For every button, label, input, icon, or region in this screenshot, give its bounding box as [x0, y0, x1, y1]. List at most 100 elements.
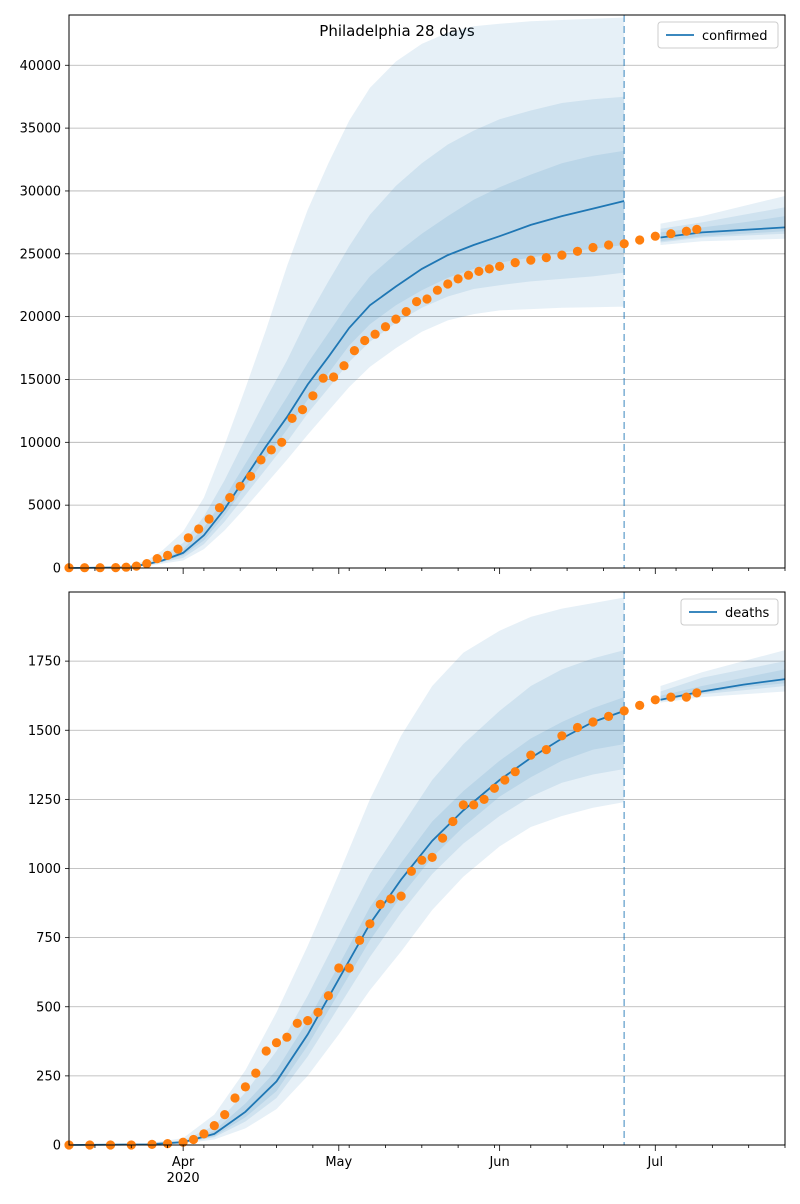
observed-point [313, 1007, 323, 1017]
observed-point [541, 253, 551, 263]
observed-point [334, 963, 344, 973]
observed-point [391, 314, 401, 324]
x-tick-label: Apr [172, 1155, 195, 1170]
y-tick-label: 1750 [28, 655, 61, 670]
axes-frame [68, 14, 786, 569]
observed-point [681, 692, 692, 702]
observed-point [256, 455, 266, 465]
band-0-fit [69, 597, 625, 1145]
observed-point [209, 1121, 219, 1131]
observed-point [287, 413, 297, 423]
observed-point [666, 692, 676, 702]
band-2-forecast [660, 216, 785, 242]
observed-point [422, 294, 432, 304]
y-tick-label: 750 [36, 931, 61, 946]
observed-point [204, 514, 214, 524]
observed-point [572, 722, 583, 733]
observed-point [572, 246, 583, 256]
observed-point [526, 255, 536, 265]
observed-point [380, 322, 391, 332]
observed-point [183, 533, 193, 543]
observed-point [495, 261, 505, 271]
band-0-fit [69, 17, 625, 568]
observed-point [375, 899, 385, 910]
observed-point [199, 1129, 209, 1139]
figure-title: Philadelphia 28 days [319, 22, 475, 40]
x-tick-sublabel: 2020 [167, 1171, 200, 1186]
observed-point [355, 935, 365, 946]
observed-point [432, 285, 442, 295]
observed-point [235, 481, 245, 491]
observed-point [329, 372, 339, 382]
observed-point [386, 894, 396, 904]
observed-point [214, 503, 225, 513]
observed-point [292, 1018, 302, 1028]
observed-point [489, 783, 499, 793]
observed-point [510, 258, 520, 268]
observed-point [692, 224, 702, 234]
observed-point [635, 700, 645, 711]
legend-label: confirmed [702, 29, 768, 44]
observed-point [277, 437, 287, 447]
y-tick-label: 30000 [20, 184, 61, 199]
observed-point [474, 266, 484, 276]
observed-point [681, 226, 692, 236]
observed-point [131, 561, 141, 571]
observed-point [163, 1139, 173, 1149]
observed-point [370, 329, 380, 339]
panel-confirmed: 0 5000 10000 15000 20000 25000 30000 35000 40000… [20, 14, 786, 577]
observed-point [251, 1068, 261, 1078]
observed-point [604, 711, 614, 722]
y-tick-label: 1500 [28, 724, 61, 739]
observed-point [650, 231, 660, 241]
y-tick-label: 20000 [20, 310, 61, 325]
observed-point [271, 1038, 282, 1048]
observed-point [188, 1134, 199, 1145]
observed-point [220, 1110, 230, 1120]
observed-point [650, 695, 660, 705]
x-tick-label: Jul [646, 1155, 663, 1170]
observed-point [225, 493, 235, 503]
observed-point [588, 242, 598, 253]
observed-point [469, 800, 479, 810]
legend-label: deaths [725, 606, 770, 621]
band-1-forecast [660, 661, 785, 702]
legend: confirmed [657, 21, 779, 49]
observed-point [349, 346, 359, 356]
observed-point [303, 1016, 313, 1026]
observed-point [443, 279, 453, 289]
y-tick-label: 0 [53, 562, 61, 577]
observed-point [142, 559, 152, 569]
y-tick-label: 15000 [20, 373, 61, 388]
observed-point [588, 717, 598, 727]
observed-point [147, 1139, 157, 1149]
observed-point [619, 706, 629, 716]
observed-point [500, 775, 510, 785]
model-line-forecast [660, 678, 786, 701]
observed-point [557, 731, 567, 741]
observed-point [510, 767, 520, 777]
y-tick-label: 500 [36, 1000, 61, 1015]
y-tick-label: 25000 [20, 247, 61, 262]
y-tick-label: 35000 [20, 122, 61, 137]
band-1-fit [69, 650, 625, 1145]
y-tick-label: 1250 [28, 793, 61, 808]
observed-point [360, 335, 370, 346]
observed-point [526, 750, 536, 760]
observed-point [463, 270, 474, 280]
observed-point [339, 361, 349, 371]
observed-point [541, 745, 551, 755]
model-line-fit [68, 200, 625, 569]
observed-point [453, 274, 463, 284]
observed-point [282, 1032, 292, 1042]
x-tick-label: Jun [488, 1155, 509, 1170]
y-tick-label: 1000 [28, 862, 61, 877]
x-tick-label: May [325, 1155, 352, 1170]
observed-point [692, 688, 702, 698]
y-tick-label: 250 [36, 1069, 61, 1084]
observed-point [163, 550, 173, 561]
band-2-fit [69, 697, 625, 1145]
observed-point [323, 991, 333, 1001]
observed-point [401, 307, 411, 317]
